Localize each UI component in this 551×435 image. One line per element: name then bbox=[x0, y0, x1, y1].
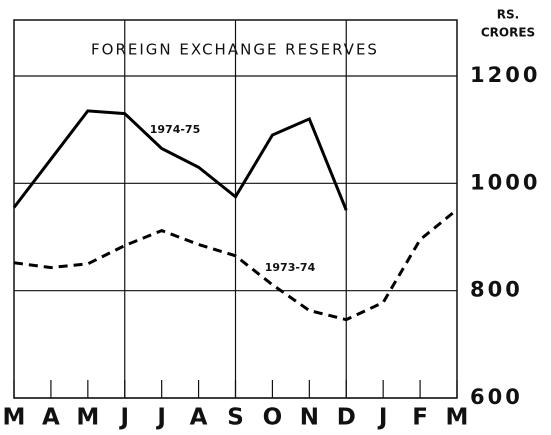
line bbox=[13, 208, 458, 322]
x-tick-label: S bbox=[227, 405, 244, 431]
x-tick-label: D bbox=[337, 405, 356, 431]
y-tick-label: 600 bbox=[470, 385, 523, 409]
series-label: 1973-74 bbox=[265, 261, 316, 274]
y-axis-label: RS. bbox=[497, 8, 519, 22]
x-tick-label: N bbox=[300, 405, 319, 431]
x-tick-label: J bbox=[377, 405, 388, 431]
y-tick-label: 1200 bbox=[470, 63, 540, 87]
x-tick-label: J bbox=[118, 405, 129, 431]
x-tick-label: O bbox=[263, 405, 283, 431]
y-axis-label: CRORES bbox=[481, 26, 535, 40]
x-tick-label: A bbox=[190, 405, 208, 431]
line bbox=[12, 109, 348, 211]
x-tick-label: F bbox=[412, 405, 428, 431]
x-tick-label: J bbox=[155, 405, 166, 431]
x-tick-label: A bbox=[42, 405, 60, 431]
series-label: 1974-75 bbox=[150, 123, 201, 136]
x-tick-label: M bbox=[76, 405, 99, 431]
chart-title: FOREIGN EXCHANGE RESERVES bbox=[91, 41, 379, 59]
x-tick-label: M bbox=[446, 405, 469, 431]
x-tick-label: M bbox=[3, 405, 26, 431]
y-tick-label: 800 bbox=[470, 278, 523, 302]
y-tick-label: 1000 bbox=[470, 170, 540, 194]
